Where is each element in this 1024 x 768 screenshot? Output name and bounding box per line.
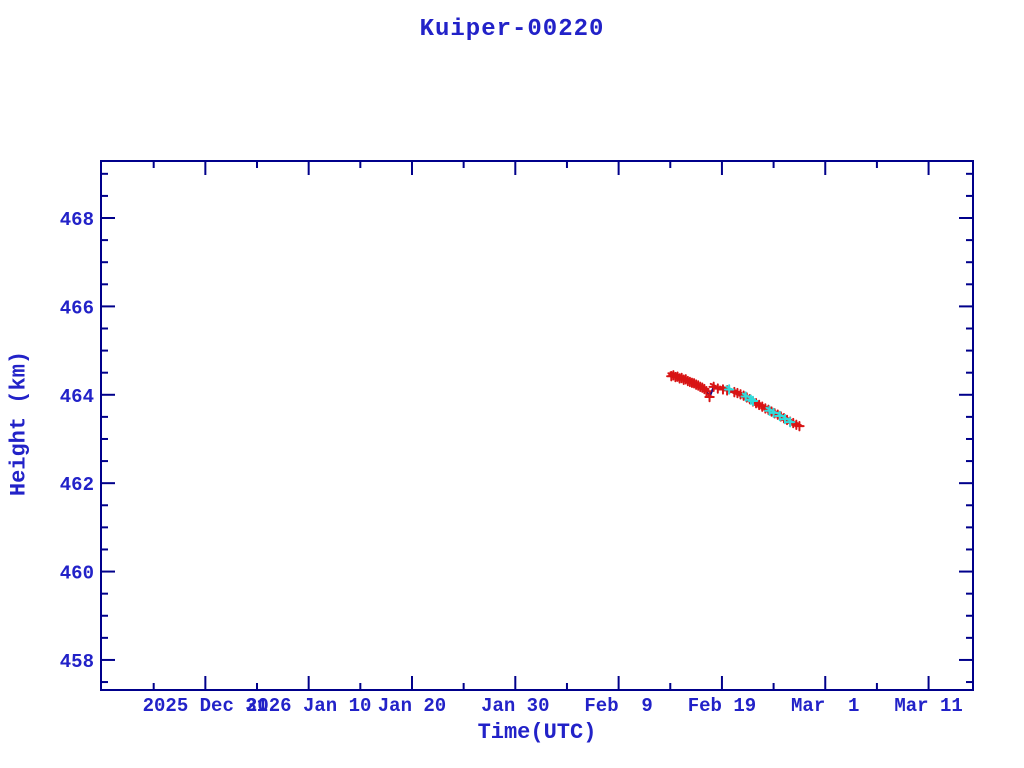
x-tick-label: 2025 Dec 31 xyxy=(143,695,268,717)
y-tick-label: 468 xyxy=(60,209,94,231)
data-point-marker xyxy=(704,391,715,403)
flagged-point-marker xyxy=(723,384,735,395)
x-tick-label: Jan 30 xyxy=(481,695,549,717)
plot-border xyxy=(100,160,974,691)
flagged-point-marker xyxy=(784,416,796,428)
x-tick-label: 2026 Jan 10 xyxy=(246,695,371,717)
y-tick-label: 464 xyxy=(60,386,94,408)
y-tick-label: 466 xyxy=(60,297,94,319)
flagged-point-marker xyxy=(747,395,759,407)
x-tick-label: Feb 9 xyxy=(584,695,652,717)
data-point-marker xyxy=(794,420,805,432)
y-tick-label: 460 xyxy=(60,563,94,585)
y-tick-label: 462 xyxy=(60,474,94,496)
x-axis-title: Time(UTC) xyxy=(477,720,597,745)
x-tick-label: Feb 19 xyxy=(688,695,756,717)
chart-title: Kuiper-00220 xyxy=(419,16,605,43)
x-tick-label: Jan 20 xyxy=(378,695,446,717)
x-tick-label: Mar 11 xyxy=(894,695,962,717)
x-tick-label: Mar 1 xyxy=(791,695,859,717)
y-tick-label: 458 xyxy=(60,651,94,673)
